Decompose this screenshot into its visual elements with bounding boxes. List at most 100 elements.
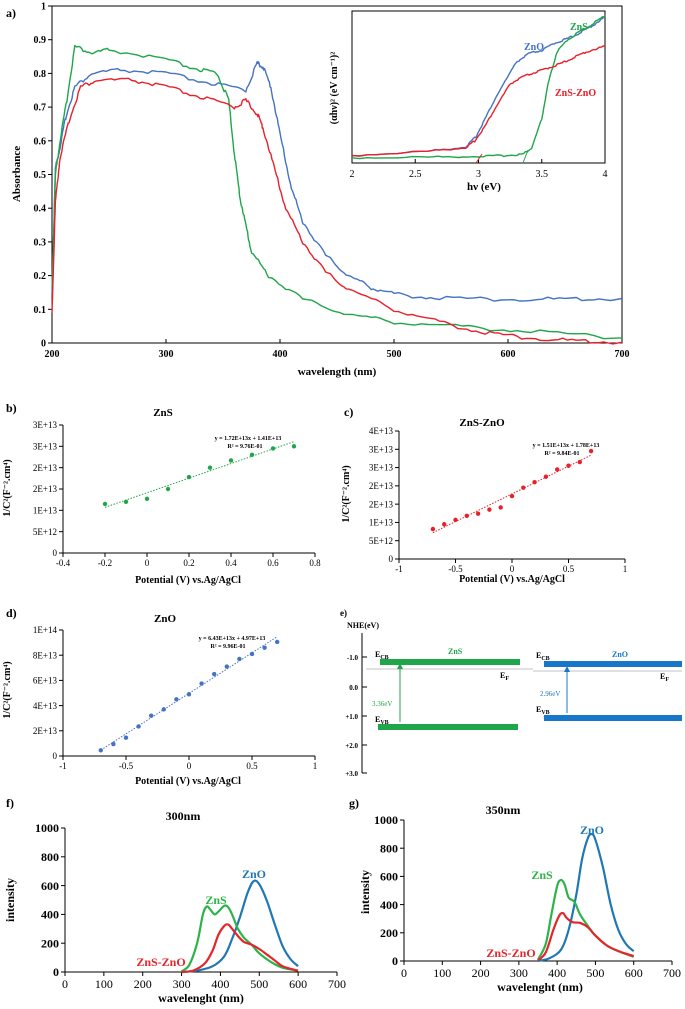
data-point bbox=[453, 517, 458, 523]
x-tick-label: 200 bbox=[45, 349, 60, 360]
data-point bbox=[186, 474, 192, 480]
data-point bbox=[207, 465, 213, 470]
panel-f-x-axis: 0 100 200 300 400 500 600 700 bbox=[62, 972, 346, 991]
panel-d-r2: R² = 9.96E-01 bbox=[210, 644, 245, 650]
data-point bbox=[521, 485, 526, 490]
inset-x-axis: 2 2.5 3 3.5 4 bbox=[350, 159, 608, 180]
y-tick-label: 1E+13 bbox=[369, 518, 394, 528]
x-tick-label: 700 bbox=[328, 977, 346, 991]
zno-gap-arrowhead bbox=[564, 666, 570, 672]
y-tick-label: 0.6 bbox=[34, 136, 47, 147]
panel-d-equation: y = 6.43E+13x + 4.97E+13 bbox=[199, 636, 266, 642]
x-tick-label: 0.8 bbox=[309, 558, 321, 568]
x-tick-label: 2 bbox=[350, 169, 355, 180]
data-point bbox=[430, 526, 436, 532]
y-tick-label: 200 bbox=[41, 936, 59, 950]
data-point bbox=[212, 671, 217, 677]
panel-a-y-axis: 0 0.1 0.2 0.3 0.4 0.5 0.6 0.7 0.8 0.9 1 bbox=[34, 2, 52, 350]
x-tick-label: 500 bbox=[250, 977, 268, 991]
panel-g-ylabel: intensity bbox=[358, 870, 372, 914]
panel-b-plot bbox=[102, 441, 297, 508]
panel-d-xlabel: Potential (V) vs.Ag/AgCl bbox=[135, 776, 241, 787]
x-tick-label: 2.5 bbox=[409, 169, 422, 180]
y-tick-label: 0 bbox=[389, 554, 394, 564]
y-tick-label: 0.2 bbox=[34, 271, 47, 282]
panel-a-xlabel: wavelength (nm) bbox=[298, 366, 377, 378]
panel-c-xlabel: Potential (V) vs.Ag/AgCl bbox=[459, 574, 565, 585]
x-tick-label: 700 bbox=[663, 966, 681, 980]
x-tick-label: 500 bbox=[387, 349, 402, 360]
x-tick-label: 400 bbox=[548, 966, 566, 980]
panel-g-series bbox=[537, 832, 635, 963]
inset-label-znszno: ZnS-ZnO bbox=[555, 88, 596, 99]
data-point bbox=[123, 499, 129, 504]
x-tick-label: 600 bbox=[625, 966, 643, 980]
y-tick-label: 400 bbox=[380, 898, 398, 912]
data-point bbox=[237, 656, 242, 662]
data-point bbox=[532, 480, 537, 485]
panel-g-x-axis: 0 100 200 300 400 500 600 700 bbox=[401, 961, 681, 980]
panel-c-title: ZnS-ZnO bbox=[459, 417, 505, 429]
inset-tangent-marker bbox=[522, 149, 529, 164]
x-tick-label: 300 bbox=[510, 966, 528, 980]
panel-d: d) ZnO 0 2E+13 4E+13 6E+13 8E+13 1E+14 -1 -0.5… bbox=[2, 606, 317, 787]
panel-f-label-zno: ZnO bbox=[242, 867, 266, 881]
panel-d-x-axis: -1 -0.5 0 0.5 1 bbox=[59, 756, 317, 771]
panel-g-label-zns: ZnS bbox=[531, 868, 553, 882]
x-tick-label: 0.4 bbox=[225, 558, 237, 568]
inset-label-zns: ZnS bbox=[570, 22, 588, 33]
pl-line-zns bbox=[537, 878, 635, 961]
panel-b-xlabel: Potential (V) vs.Ag/AgCl bbox=[135, 575, 241, 586]
tick-label: +1.0 bbox=[345, 713, 358, 721]
data-point bbox=[543, 474, 549, 479]
zno-valence-band bbox=[544, 715, 682, 721]
x-tick-label: 500 bbox=[586, 966, 604, 980]
x-tick-label: 0 bbox=[62, 977, 68, 991]
data-point bbox=[144, 496, 150, 502]
y-tick-label: 0 bbox=[53, 548, 58, 558]
data-point bbox=[487, 507, 492, 512]
x-tick-label: 300 bbox=[159, 349, 174, 360]
pl-line-zns bbox=[180, 904, 299, 973]
tick-label: -1.0 bbox=[347, 654, 359, 662]
x-tick-label: 0.5 bbox=[246, 761, 258, 771]
inset-tangent-marker bbox=[475, 153, 483, 164]
panel-g: g) 350nm 0 200 400 600 800 1000 0 100 200 300 400… bbox=[349, 796, 681, 994]
x-tick-label: 400 bbox=[273, 349, 288, 360]
y-tick-label: 0 bbox=[41, 339, 46, 350]
y-tick-label: 0 bbox=[392, 954, 398, 968]
x-tick-label: 4 bbox=[603, 169, 608, 180]
panel-c-x-axis: -1 -0.5 0 0.5 1 bbox=[395, 559, 627, 574]
absorbance-line-zns bbox=[51, 44, 623, 340]
data-point bbox=[555, 467, 560, 472]
tick-label: +3.0 bbox=[345, 770, 358, 778]
pl-line-zns-zno bbox=[537, 911, 635, 962]
panel-c-equation: y = 1.51E+13x + 1.78E+13 bbox=[533, 443, 600, 449]
data-point bbox=[199, 681, 204, 686]
data-point bbox=[174, 697, 179, 702]
x-tick-label: 600 bbox=[501, 349, 516, 360]
zns-ef-label: EF bbox=[500, 671, 509, 682]
panel-b-label: b) bbox=[6, 401, 17, 415]
inset-label-zno: ZnO bbox=[524, 42, 544, 53]
data-point bbox=[588, 448, 594, 454]
inset-ylabel: (αhν)² (eV cm⁻¹)² bbox=[329, 52, 340, 124]
x-tick-label: 100 bbox=[433, 966, 451, 980]
pl-line-zns-zno bbox=[181, 923, 299, 974]
y-tick-label: 2E+13 bbox=[369, 499, 394, 509]
data-point bbox=[464, 513, 469, 519]
zns-conduction-band bbox=[380, 659, 520, 665]
y-tick-label: 1 bbox=[41, 2, 46, 13]
tick-label: +2.0 bbox=[345, 742, 358, 750]
y-tick-label: 800 bbox=[380, 841, 398, 855]
data-point bbox=[509, 493, 515, 499]
y-tick-label: 2E+13 bbox=[369, 481, 394, 491]
panel-b-r2: R² = 9.76E-01 bbox=[227, 444, 262, 450]
zno-gap-label: 2.96eV bbox=[540, 690, 560, 698]
panel-c-r2: R² = 9.84E-01 bbox=[544, 451, 579, 457]
panel-f-label: f) bbox=[6, 796, 14, 810]
y-tick-label: 3E+13 bbox=[33, 441, 58, 451]
y-tick-label: 600 bbox=[380, 870, 398, 884]
x-tick-label: 700 bbox=[615, 349, 630, 360]
y-tick-label: 600 bbox=[41, 879, 59, 893]
